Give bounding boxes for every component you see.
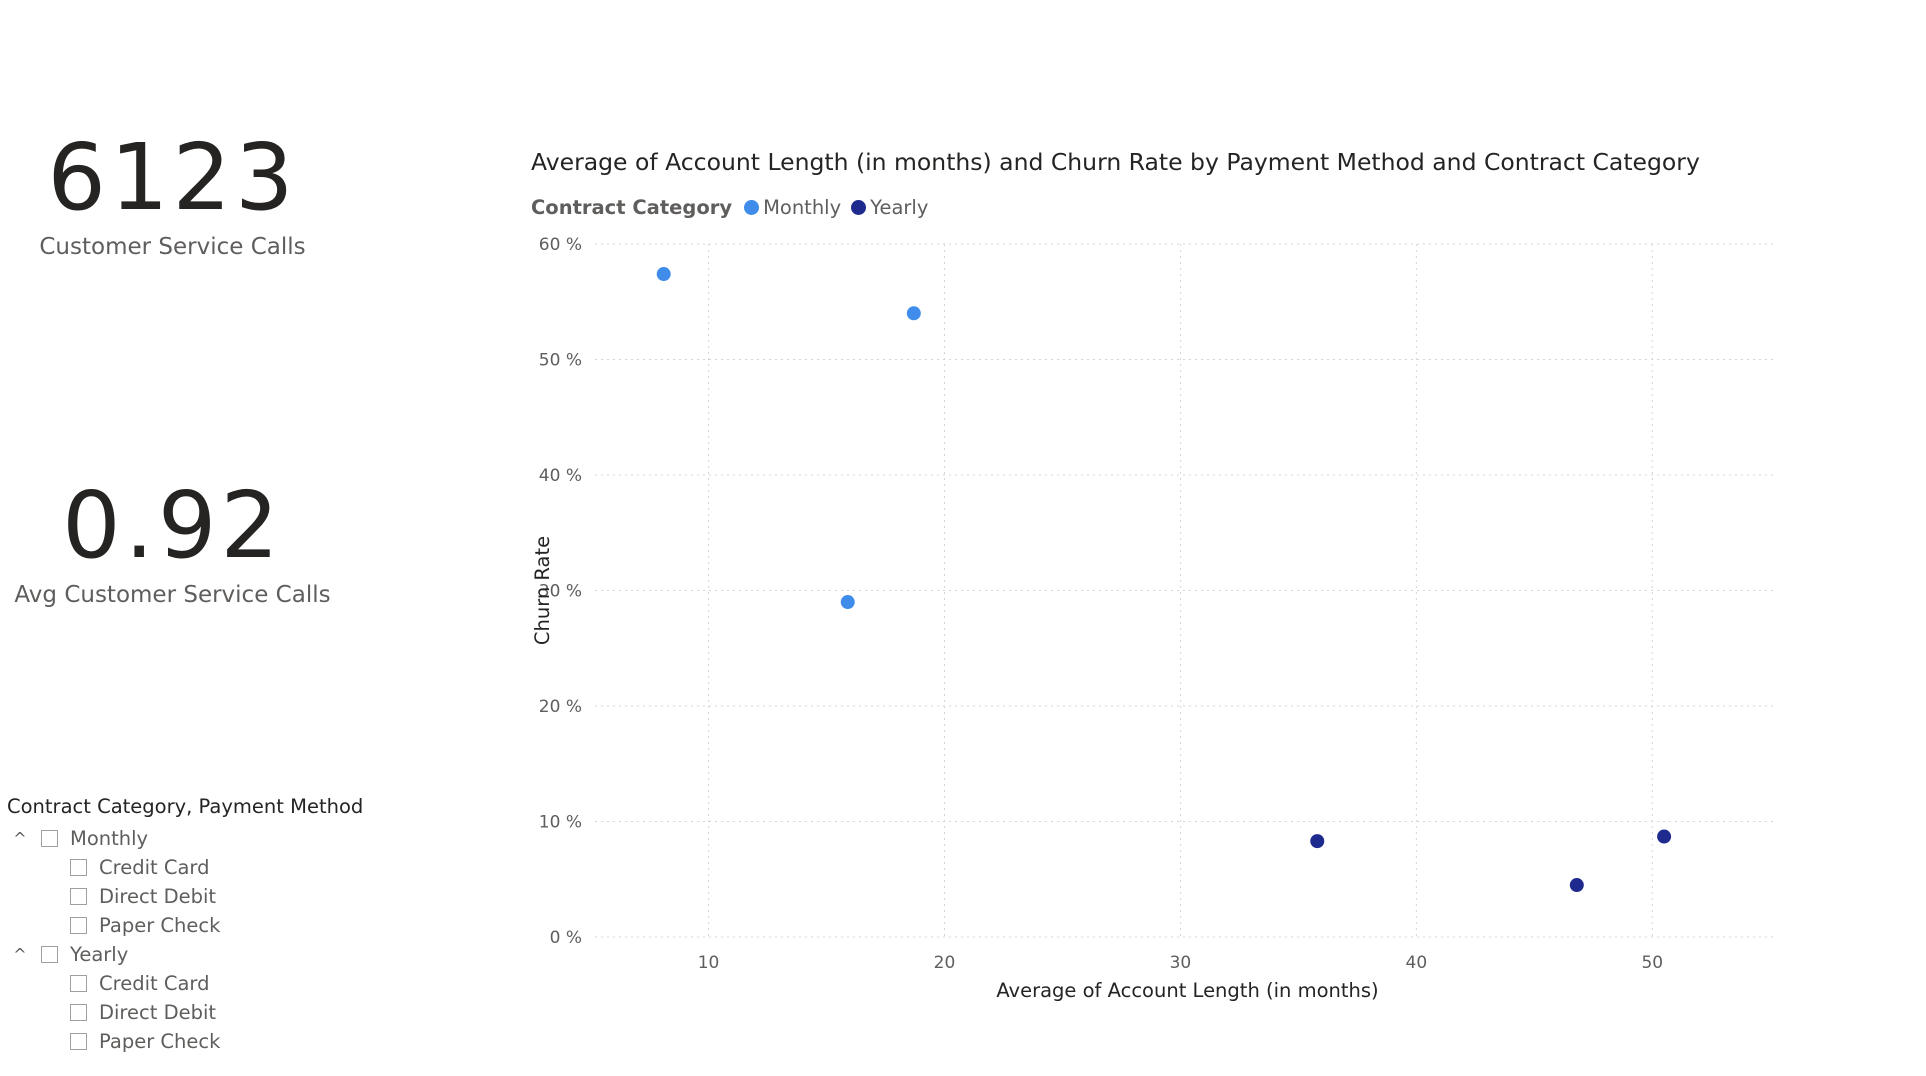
slicer-group-yearly[interactable]: ^ Yearly: [7, 940, 427, 969]
slicer-item-yearly-paper-check[interactable]: Paper Check: [7, 1027, 427, 1056]
x-axis-title: Average of Account Length (in months): [996, 979, 1378, 1002]
data-point-yearly[interactable]: [1309, 833, 1326, 850]
checkbox[interactable]: [41, 830, 58, 847]
scatter-chart: 0 % 10 % 20 % 30 % 40 % 50 % 60 % 10 20 30 40 50 Av…: [531, 235, 1775, 1002]
checkbox[interactable]: [70, 888, 87, 905]
legend-dot-icon: [744, 200, 760, 215]
axes: 0 % 10 % 20 % 30 % 40 % 50 % 60 % 10 20 30 40 50: [539, 235, 1663, 973]
chevron-up-icon[interactable]: ^: [13, 829, 27, 848]
y-axis-title: Churn Rate: [531, 536, 554, 645]
slicer-title: Contract Category, Payment Method: [7, 795, 364, 818]
chart-legend: Contract Category Monthly Yearly: [531, 196, 938, 219]
checkbox[interactable]: [70, 975, 87, 992]
slicer-item-label: Credit Card: [99, 856, 210, 879]
slicer-group-label: Monthly: [70, 827, 149, 850]
slicer-item-label: Credit Card: [99, 972, 210, 995]
kpi-value: 0.92: [62, 472, 283, 579]
y-tick-label: 60 %: [539, 235, 582, 255]
y-tick-label: 30 %: [539, 582, 582, 602]
x-tick-label: 30: [1170, 953, 1192, 973]
legend-label: Yearly: [870, 196, 929, 219]
grid-lines: [595, 243, 1775, 938]
slicer-item-yearly-direct-debit[interactable]: Direct Debit: [7, 998, 427, 1027]
chevron-up-icon[interactable]: ^: [13, 945, 27, 964]
slicer-item-yearly-credit-card[interactable]: Credit Card: [7, 969, 427, 998]
slicer-group-monthly[interactable]: ^ Monthly: [7, 824, 427, 853]
slicer-item-monthly-direct-debit[interactable]: Direct Debit: [7, 882, 427, 911]
legend-item-yearly[interactable]: Yearly: [851, 196, 928, 219]
y-tick-label: 40 %: [539, 466, 582, 486]
legend-title: Contract Category: [531, 196, 733, 219]
kpi-label: Avg Customer Service Calls: [14, 582, 331, 608]
data-point-monthly[interactable]: [905, 305, 922, 322]
slicer-item-label: Paper Check: [99, 914, 221, 937]
chart-title: Average of Account Length (in months) an…: [531, 148, 1700, 176]
kpi-value: 6123: [47, 124, 298, 231]
contract-payment-slicer: Contract Category, Payment Method ^ Mont…: [7, 795, 427, 1056]
kpi-card-customer-service-calls: 6123 Customer Service Calls: [0, 124, 345, 261]
slicer-item-monthly-paper-check[interactable]: Paper Check: [7, 911, 427, 940]
y-tick-label: 0 %: [550, 928, 582, 948]
checkbox[interactable]: [70, 859, 87, 876]
x-tick-label: 10: [698, 953, 720, 973]
slicer-item-label: Direct Debit: [99, 1001, 217, 1024]
slicer-group-label: Yearly: [70, 943, 129, 966]
slicer-item-label: Direct Debit: [99, 885, 217, 908]
kpi-label: Customer Service Calls: [39, 234, 306, 260]
kpi-card-avg-customer-service-calls: 0.92 Avg Customer Service Calls: [0, 472, 345, 609]
data-points: [655, 266, 1673, 894]
y-tick-label: 10 %: [539, 813, 582, 833]
x-tick-label: 50: [1641, 953, 1663, 973]
x-tick-label: 20: [934, 953, 956, 973]
legend-dot-icon: [851, 200, 867, 215]
checkbox[interactable]: [70, 1004, 87, 1021]
checkbox[interactable]: [41, 946, 58, 963]
slicer-item-label: Paper Check: [99, 1030, 221, 1053]
checkbox[interactable]: [70, 1033, 87, 1050]
slicer-item-monthly-credit-card[interactable]: Credit Card: [7, 853, 427, 882]
y-tick-label: 50 %: [539, 351, 582, 371]
x-tick-label: 40: [1406, 953, 1428, 973]
checkbox[interactable]: [70, 917, 87, 934]
data-point-yearly[interactable]: [1568, 877, 1585, 894]
data-point-monthly[interactable]: [655, 266, 672, 283]
data-point-yearly[interactable]: [1656, 828, 1673, 845]
legend-label: Monthly: [763, 196, 842, 219]
data-point-monthly[interactable]: [839, 594, 856, 611]
legend-item-monthly[interactable]: Monthly: [744, 196, 841, 219]
y-tick-label: 20 %: [539, 697, 582, 717]
